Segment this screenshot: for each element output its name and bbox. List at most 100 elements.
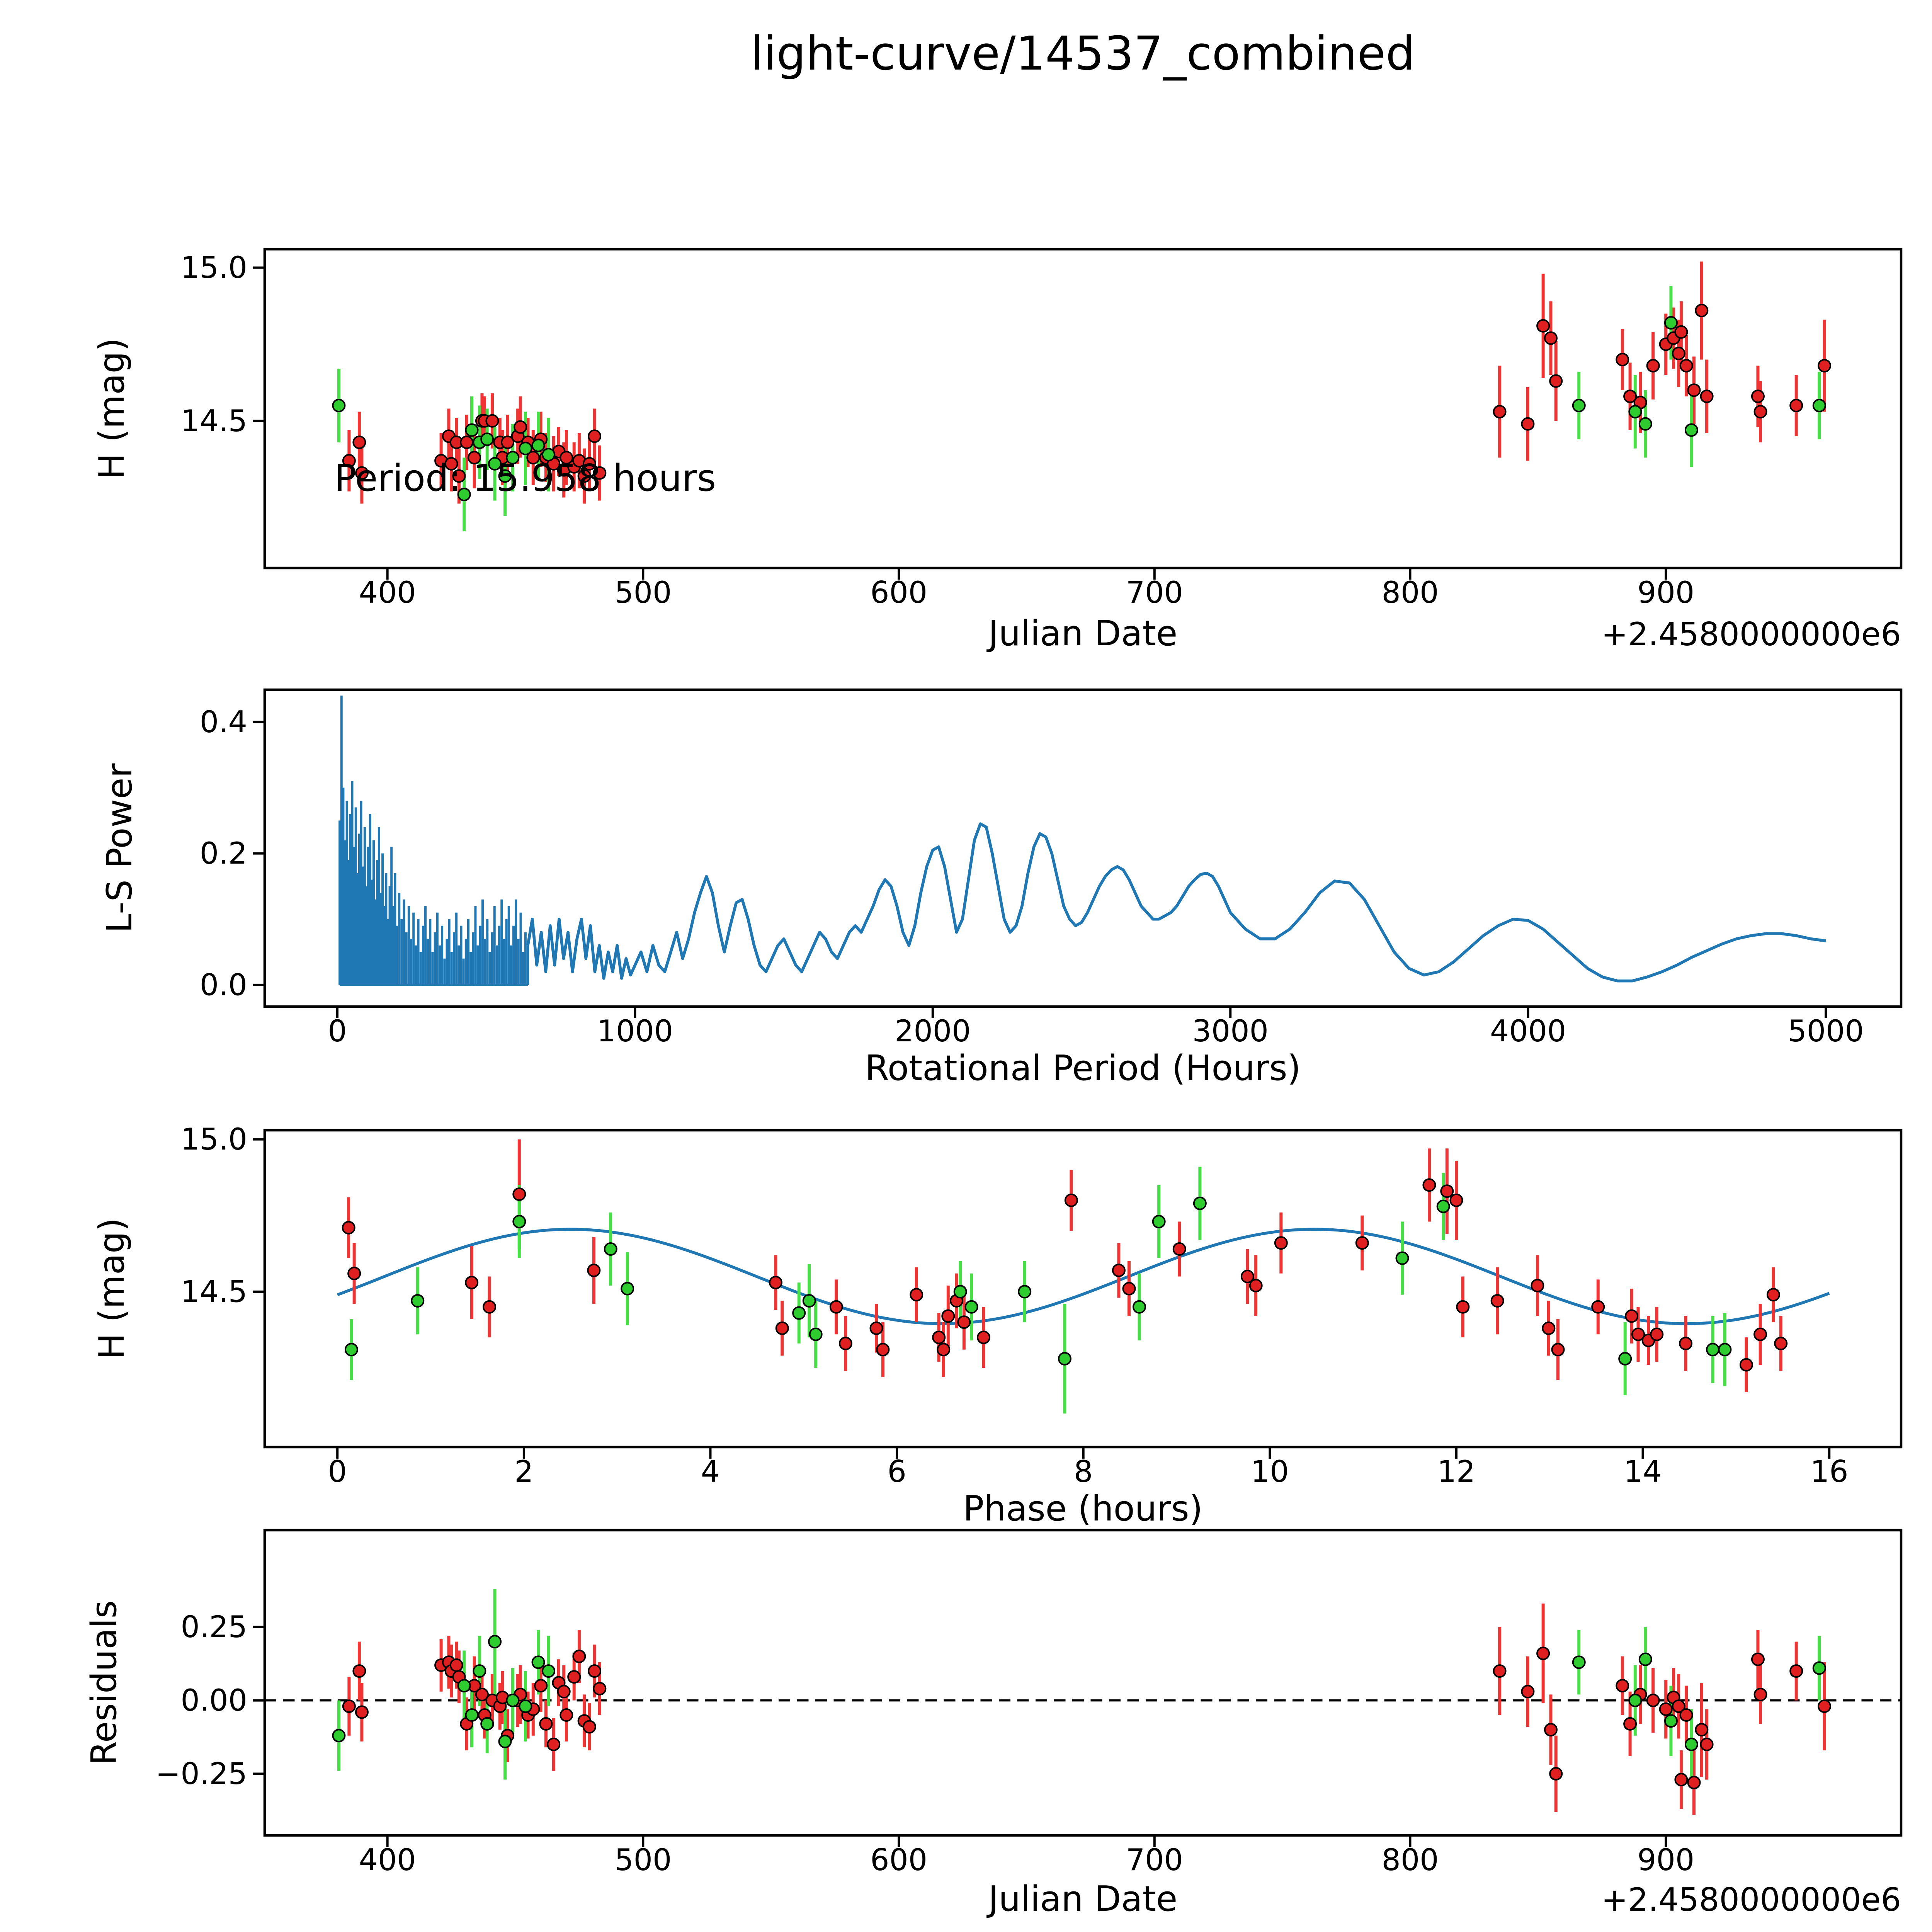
axes-border (263, 688, 1903, 1008)
x-tick-label: 8 (1074, 1454, 1093, 1489)
data-point-green (1018, 1285, 1032, 1299)
data-point-green (953, 1285, 967, 1299)
data-point-red (1751, 1652, 1765, 1666)
data-point-red (1631, 1327, 1645, 1341)
data-point-green (792, 1306, 806, 1320)
x-tick-label: 16 (1810, 1454, 1849, 1489)
y-tick-label: 14.5 (180, 404, 247, 439)
data-point-red (526, 451, 540, 464)
data-point-red (1542, 1321, 1556, 1335)
data-point-green (411, 1294, 425, 1308)
y-tick-label: −0.25 (156, 1757, 248, 1791)
data-point-green (1812, 399, 1826, 413)
data-point-red (1440, 1184, 1454, 1198)
figure-title: light-curve/14537_combined (751, 27, 1415, 81)
data-point-red (452, 469, 466, 483)
data-point-red (1549, 1767, 1563, 1781)
ylabel-h-mag-top: H (mag) (92, 338, 132, 479)
data-point-red (468, 451, 481, 464)
data-point-green (344, 1343, 358, 1357)
data-point-red (1549, 374, 1563, 388)
x-tick-label: 14 (1624, 1454, 1662, 1489)
data-point-red (1679, 1708, 1693, 1722)
x-tick-label: 800 (1382, 575, 1439, 610)
data-point-red (1064, 1193, 1078, 1207)
x-tick-label: 2000 (895, 1014, 971, 1049)
panel-residuals: 400 500 600 700 800 900 0.25 0.00 −0.25 (156, 1529, 1903, 1878)
data-point-red (342, 454, 356, 468)
data-point-green (519, 1699, 532, 1713)
data-point-red (582, 457, 596, 471)
x-tick-label: 600 (870, 1843, 927, 1878)
data-point-red (1672, 347, 1685, 361)
xlabel-julian-date-bottom: Julian Date (986, 1879, 1178, 1919)
x-tick-label: 0 (328, 1454, 347, 1489)
data-point-green (604, 1242, 617, 1256)
data-point-red (1172, 1242, 1186, 1256)
data-point-red (342, 1699, 356, 1713)
data-point-green (332, 399, 346, 413)
data-point-green (1572, 399, 1586, 413)
data-point-red (1700, 1738, 1714, 1752)
x-tick-label: 1000 (597, 1014, 673, 1049)
data-point-green (498, 469, 512, 483)
x-tick-label: 400 (359, 575, 416, 610)
data-point-red (1591, 1300, 1605, 1314)
data-point-red (1531, 1279, 1544, 1293)
data-point-red (1751, 389, 1765, 403)
data-point-red (1625, 1309, 1639, 1323)
data-point-red (1679, 359, 1693, 372)
x-tick-label: 800 (1382, 1843, 1439, 1878)
data-point-green (621, 1282, 634, 1296)
xlabel-julian-date-top: Julian Date (986, 613, 1178, 654)
data-point-green (465, 1708, 479, 1722)
data-point-green (512, 1215, 526, 1229)
x-tick-label: 6 (887, 1454, 906, 1489)
data-point-green (488, 1635, 502, 1649)
y-tick-label: 0.25 (180, 1610, 247, 1645)
data-point-red (534, 1679, 548, 1693)
axes-border (263, 1129, 1903, 1449)
data-point-green (1133, 1300, 1146, 1314)
x-tick-label: 700 (1126, 575, 1183, 610)
data-point-red (1249, 1279, 1263, 1293)
data-point-red (1551, 1343, 1565, 1357)
data-point-green (531, 439, 545, 452)
data-point-red (1774, 1337, 1788, 1350)
data-point-red (1456, 1300, 1470, 1314)
data-point-red (876, 1343, 890, 1357)
xlabel-phase: Phase (hours) (963, 1488, 1203, 1529)
y-tick-label: 0.0 (200, 968, 247, 1002)
data-point-red (547, 1738, 561, 1752)
x-tick-label: 500 (614, 1843, 672, 1878)
x-tick-label: 0 (328, 1014, 347, 1049)
data-point-red (1818, 359, 1832, 372)
data-point-red (1449, 1193, 1463, 1207)
data-point-red (1544, 331, 1558, 345)
data-point-green (473, 1664, 486, 1678)
x-tick-label: 4 (701, 1454, 720, 1489)
ylabel-ls-power: L-S Power (99, 764, 140, 933)
data-point-red (560, 451, 573, 464)
data-point-red (1122, 1282, 1136, 1296)
axes-border (263, 1529, 1903, 1837)
data-point-red (1112, 1264, 1126, 1277)
data-point-red (1544, 1723, 1558, 1737)
x-tick-label: 900 (1637, 575, 1694, 610)
data-point-green (1684, 1738, 1698, 1752)
data-point-red (1659, 1702, 1673, 1716)
data-point-red (1355, 1236, 1369, 1250)
data-point-red (829, 1300, 843, 1314)
data-point-red (1695, 1723, 1709, 1737)
data-point-red (977, 1330, 990, 1344)
data-point-red (567, 1670, 581, 1684)
y-tick-label: 14.5 (180, 1274, 247, 1309)
data-point-green (1638, 1652, 1652, 1666)
data-point-green (1628, 1694, 1642, 1708)
data-point-green (1664, 1714, 1678, 1728)
data-point-red (352, 1664, 366, 1678)
data-point-red (838, 1337, 852, 1350)
x-tick-label: 3000 (1192, 1014, 1269, 1049)
y-tick-label: 0.4 (200, 705, 247, 740)
